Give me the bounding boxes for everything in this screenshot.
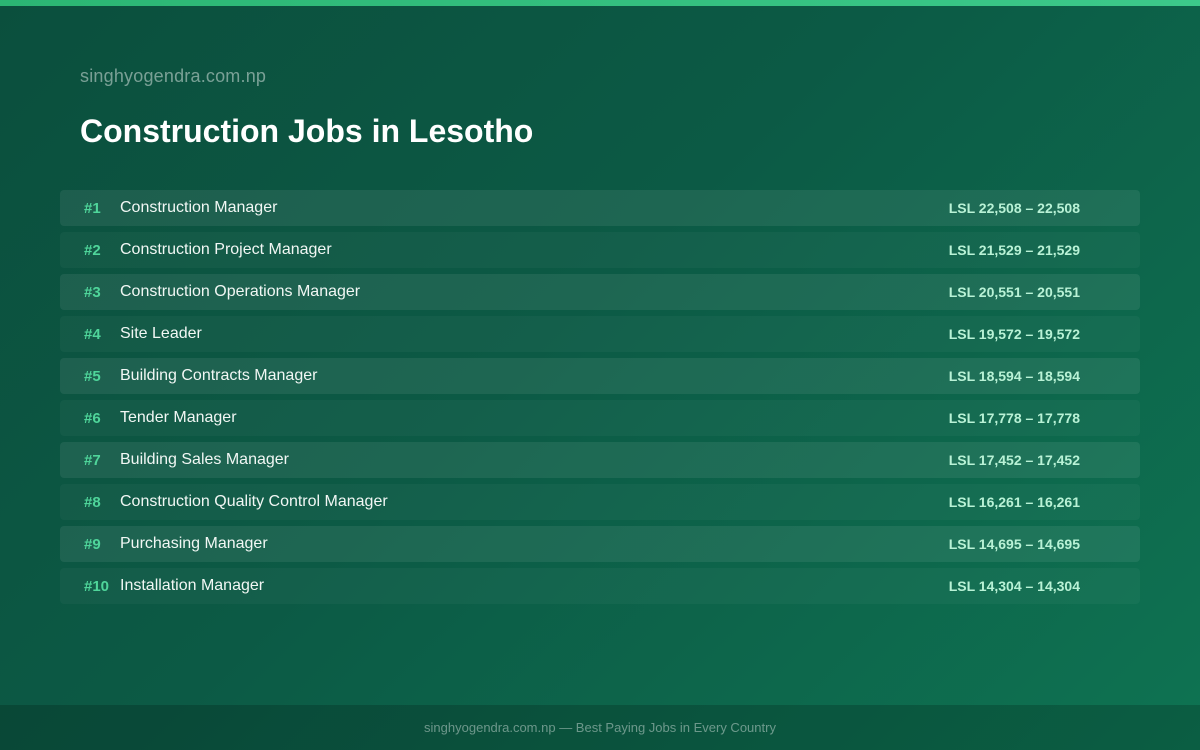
job-row: #2 Construction Project Manager LSL 21,5… bbox=[60, 232, 1140, 268]
job-salary: LSL 17,778 – 17,778 bbox=[948, 410, 1080, 426]
job-title: Site Leader bbox=[120, 325, 202, 342]
job-salary: LSL 21,529 – 21,529 bbox=[948, 242, 1080, 258]
job-salary: LSL 17,452 – 17,452 bbox=[948, 452, 1080, 468]
job-row: #6 Tender Manager LSL 17,778 – 17,778 bbox=[60, 400, 1140, 436]
job-rank: #8 bbox=[84, 493, 101, 511]
job-title: Construction Operations Manager bbox=[120, 283, 361, 300]
job-row: #8 Construction Quality Control Manager … bbox=[60, 484, 1140, 520]
job-rank: #5 bbox=[84, 367, 101, 385]
job-title: Building Contracts Manager bbox=[120, 367, 318, 384]
job-title: Construction Manager bbox=[120, 199, 278, 216]
job-rank: #4 bbox=[84, 325, 101, 343]
job-row: #5 Building Contracts Manager LSL 18,594… bbox=[60, 358, 1140, 394]
job-rank: #9 bbox=[84, 535, 101, 553]
top-accent-bar bbox=[0, 0, 1200, 6]
job-rank: #7 bbox=[84, 451, 101, 469]
job-title: Installation Manager bbox=[120, 577, 265, 594]
page-title: Construction Jobs in Lesotho bbox=[80, 113, 534, 149]
footer: singhyogendra.com.np — Best Paying Jobs … bbox=[0, 705, 1200, 750]
job-salary: LSL 16,261 – 16,261 bbox=[948, 494, 1080, 510]
job-rank: #2 bbox=[84, 241, 101, 259]
job-salary: LSL 19,572 – 19,572 bbox=[948, 326, 1080, 342]
job-title: Construction Project Manager bbox=[120, 241, 332, 258]
job-list: #1 Construction Manager LSL 22,508 – 22,… bbox=[60, 190, 1140, 610]
job-title: Building Sales Manager bbox=[120, 451, 289, 468]
job-rank: #1 bbox=[84, 199, 101, 217]
job-row: #9 Purchasing Manager LSL 14,695 – 14,69… bbox=[60, 526, 1140, 562]
job-row: #3 Construction Operations Manager LSL 2… bbox=[60, 274, 1140, 310]
job-rank: #3 bbox=[84, 283, 101, 301]
footer-text: singhyogendra.com.np — Best Paying Jobs … bbox=[424, 720, 776, 735]
job-salary: LSL 20,551 – 20,551 bbox=[948, 284, 1080, 300]
job-row: #7 Building Sales Manager LSL 17,452 – 1… bbox=[60, 442, 1140, 478]
job-salary: LSL 18,594 – 18,594 bbox=[948, 368, 1080, 384]
job-title: Tender Manager bbox=[120, 409, 237, 426]
job-row: #1 Construction Manager LSL 22,508 – 22,… bbox=[60, 190, 1140, 226]
job-title: Purchasing Manager bbox=[120, 535, 268, 552]
job-salary: LSL 14,304 – 14,304 bbox=[948, 578, 1080, 594]
job-rank: #6 bbox=[84, 409, 101, 427]
job-rank: #10 bbox=[84, 577, 110, 595]
job-title: Construction Quality Control Manager bbox=[120, 493, 388, 510]
job-row: #4 Site Leader LSL 19,572 – 19,572 bbox=[60, 316, 1140, 352]
job-salary: LSL 14,695 – 14,695 bbox=[948, 536, 1080, 552]
site-name: singhyogendra.com.np bbox=[80, 66, 267, 86]
job-salary: LSL 22,508 – 22,508 bbox=[948, 200, 1080, 216]
job-row: #10 Installation Manager LSL 14,304 – 14… bbox=[60, 568, 1140, 604]
